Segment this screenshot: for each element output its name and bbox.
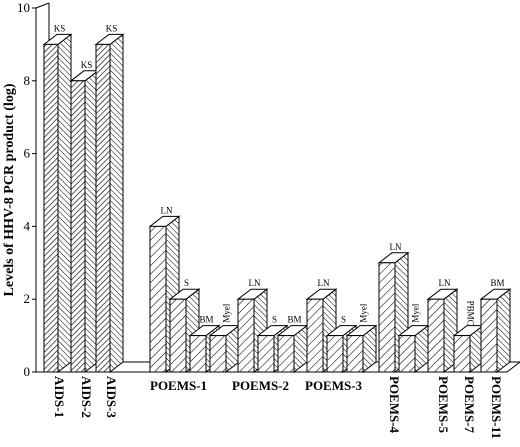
bar-poems-11-bm	[479, 288, 512, 374]
category-label-poems-4: POEMS-4	[387, 376, 402, 434]
bar-data-label: BM	[199, 315, 213, 325]
bar-data-label: Myel	[359, 303, 369, 322]
y-tick-label: 0	[24, 364, 31, 379]
bar-front-face	[326, 335, 344, 373]
category-label-aids-1: AIDS-1	[52, 376, 67, 418]
bar-poems-3-ln	[305, 288, 338, 374]
y-axis-title: Levels of HHV-8 PCR product (log)	[2, 83, 17, 296]
bar-data-label: KS	[54, 23, 66, 33]
y-tick-label: 6	[24, 146, 31, 161]
y-axis-ticks: 0 2 4 6 8 10	[17, 0, 36, 379]
bar-front-face	[189, 335, 207, 373]
y-tick-label: 4	[24, 218, 31, 233]
floor-right-edge	[506, 361, 520, 373]
y-tick-label: 2	[24, 291, 31, 306]
bar-front-face	[43, 43, 59, 373]
bar-front-face	[277, 335, 295, 373]
bar-data-label: LN	[318, 278, 330, 288]
category-label-aids-2: AIDS-2	[79, 376, 94, 418]
bar-data-label: PBMC	[466, 301, 476, 326]
bar-data-label: LN	[249, 278, 261, 288]
category-label-poems-7: POEMS-7	[462, 376, 477, 434]
category-labels: AIDS-1 AIDS-2 AIDS-3 POEMS-1 POEMS-2 POEMS-3 P…	[52, 376, 504, 439]
y-tick-label: 8	[24, 73, 31, 88]
bar-poems-7-pbmc	[452, 324, 485, 374]
bar-data-label: BM	[490, 278, 504, 288]
bar-front-face	[306, 298, 324, 373]
bar-data-label: KS	[106, 23, 118, 33]
bar-data-label: BM	[287, 315, 301, 325]
bar-poems-5-ln	[426, 288, 459, 374]
top-left-depth-edge	[35, 2, 50, 9]
category-label-poems-2: POEMS-2	[232, 378, 289, 393]
bar-front-face	[398, 335, 416, 373]
bar-front-face	[209, 335, 227, 373]
category-label-poems-3: POEMS-3	[305, 378, 363, 393]
bar-poems-4-myel	[397, 324, 430, 374]
bar-poems-1-myel	[208, 324, 241, 374]
bar-data-label: Myel	[222, 303, 232, 322]
bar-front-face	[453, 335, 471, 373]
bar-group	[42, 33, 512, 374]
category-label-poems-1: POEMS-1	[150, 378, 207, 393]
category-label-poems-11: POEMS-11	[489, 376, 504, 439]
bar-poems-2-ln	[236, 288, 269, 374]
bar-data-label: LN	[439, 278, 451, 288]
bar-data-label: S	[184, 278, 189, 288]
bar-front-face	[70, 80, 86, 373]
category-label-poems-5: POEMS-5	[436, 376, 451, 434]
bar-front-face	[149, 225, 167, 373]
bar-data-label: S	[341, 315, 346, 325]
bar-side-face	[57, 33, 72, 374]
bar-poems-2-bm	[276, 324, 309, 374]
bar-poems-3-myel	[345, 324, 378, 374]
bar-aids-2-ks	[69, 69, 100, 374]
bar-front-face	[95, 43, 111, 373]
bar-front-face	[257, 335, 275, 373]
bar-data-label: Myel	[411, 303, 421, 322]
bar-data-label: LN	[161, 205, 173, 215]
bar-data-label: KS	[81, 60, 93, 70]
bar-front-face	[480, 298, 498, 373]
bar-front-face	[378, 262, 396, 373]
bar-data-label: S	[272, 315, 277, 325]
bar-front-face	[169, 298, 187, 373]
bar-front-face	[427, 298, 445, 373]
category-label-aids-3: AIDS-3	[104, 376, 119, 418]
bar-front-face	[346, 335, 364, 373]
bar-side-face	[109, 33, 124, 374]
bar-data-labels: KS KS KS LN S BM Myel LN S BM LN S Myel LN Myel LN PBMC B…	[54, 23, 505, 325]
bar-data-label: LN	[390, 242, 402, 252]
bar-front-face	[237, 298, 255, 373]
y-tick-label: 10	[17, 0, 30, 15]
bar-aids-1-ks	[42, 33, 73, 374]
bar-aids-3-ks	[94, 33, 125, 374]
bar-side-face	[496, 288, 511, 374]
